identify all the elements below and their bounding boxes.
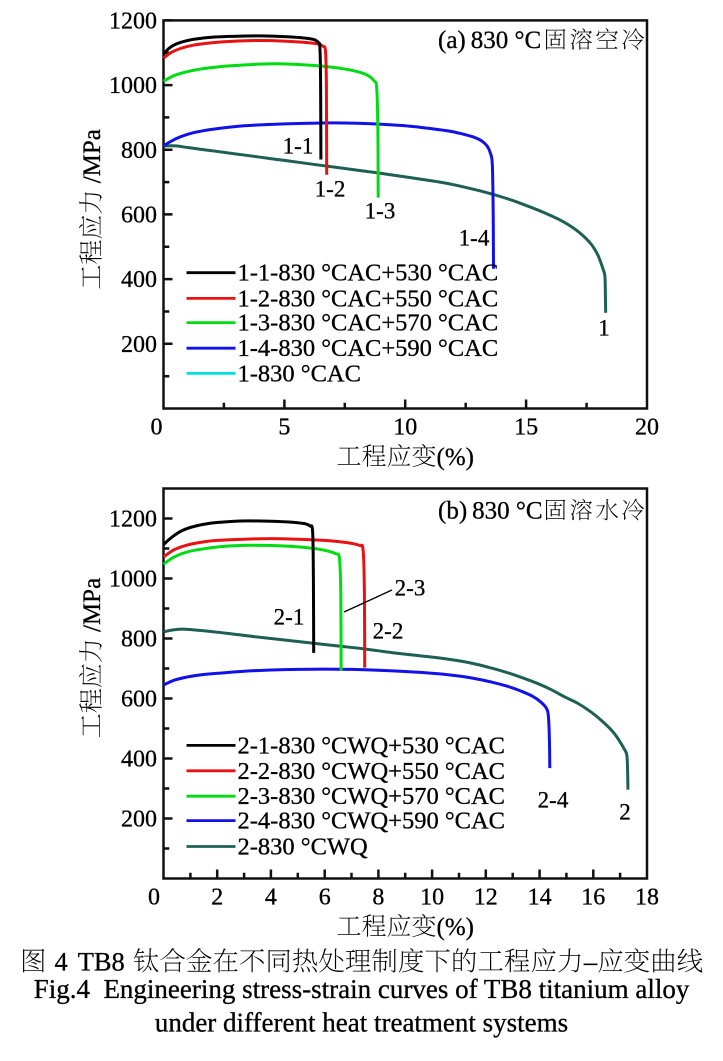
svg-text:1-3: 1-3 — [365, 199, 396, 224]
svg-text:2-3-830 °CWQ+570 °CAC: 2-3-830 °CWQ+570 °CAC — [238, 783, 506, 810]
svg-text:1-4-830 °CAC+590 °CAC: 1-4-830 °CAC+590 °CAC — [238, 335, 499, 362]
svg-text:200: 200 — [121, 332, 157, 358]
svg-text:1-1: 1-1 — [283, 134, 314, 159]
svg-text:1-4: 1-4 — [459, 226, 490, 251]
svg-text:/MPa: /MPa — [79, 129, 106, 183]
svg-text:2-830 °CWQ: 2-830 °CWQ — [238, 834, 369, 861]
svg-text:1-1-830 °CAC+530 °CAC: 1-1-830 °CAC+530 °CAC — [238, 260, 499, 287]
svg-text:600: 600 — [121, 202, 157, 228]
svg-text:1200: 1200 — [109, 8, 157, 34]
svg-text:TB8: TB8 — [78, 947, 125, 977]
svg-text:16: 16 — [581, 885, 605, 911]
svg-text:400: 400 — [121, 267, 157, 293]
svg-text:under different heat treatment: under different heat treatment systems — [155, 1008, 568, 1038]
svg-text:1-3-830 °CAC+570 °CAC: 1-3-830 °CAC+570 °CAC — [238, 310, 499, 337]
svg-text:(%): (%) — [437, 914, 474, 941]
svg-text:2: 2 — [619, 800, 631, 825]
svg-text:2-4: 2-4 — [538, 788, 569, 813]
svg-text:1: 1 — [598, 316, 610, 341]
svg-text:–: – — [583, 947, 598, 977]
svg-text:2: 2 — [211, 885, 223, 911]
svg-text:600: 600 — [121, 687, 157, 713]
svg-text:200: 200 — [121, 807, 157, 833]
svg-text:14: 14 — [528, 885, 552, 911]
svg-text:4: 4 — [265, 885, 277, 911]
svg-text:Fig.4 Engineering stress-stra: Fig.4 Engineering stress-strain curves o… — [34, 974, 690, 1004]
svg-text:20: 20 — [635, 415, 659, 441]
svg-text:0: 0 — [148, 885, 160, 911]
svg-text:10: 10 — [393, 415, 417, 441]
svg-text:2-1-830 °CWQ+530 °CAC: 2-1-830 °CWQ+530 °CAC — [238, 732, 506, 759]
svg-text:6: 6 — [319, 885, 331, 911]
svg-text:2-3: 2-3 — [395, 576, 426, 601]
svg-text:1-2-830 °CAC+550 °CAC: 1-2-830 °CAC+550 °CAC — [238, 285, 499, 312]
svg-text:1200: 1200 — [109, 507, 157, 533]
svg-text:1-830 °CAC: 1-830 °CAC — [238, 360, 361, 387]
svg-text:2-2: 2-2 — [373, 619, 404, 644]
svg-text:1000: 1000 — [109, 73, 157, 99]
svg-text:1000: 1000 — [109, 567, 157, 593]
svg-text:18: 18 — [635, 885, 659, 911]
svg-text:8: 8 — [372, 885, 384, 911]
svg-text:1-2: 1-2 — [315, 177, 346, 202]
svg-text:5: 5 — [278, 415, 290, 441]
svg-text:/MPa: /MPa — [79, 578, 106, 632]
svg-text:400: 400 — [121, 747, 157, 773]
svg-text:4: 4 — [55, 947, 68, 977]
svg-text:2-4-830 °CWQ+590 °CAC: 2-4-830 °CWQ+590 °CAC — [238, 808, 506, 835]
svg-text:12: 12 — [474, 885, 498, 911]
svg-text:15: 15 — [514, 415, 538, 441]
svg-text:800: 800 — [121, 138, 157, 164]
svg-text:2-2-830 °CWQ+550 °CAC: 2-2-830 °CWQ+550 °CAC — [238, 758, 506, 785]
svg-text:2-1: 2-1 — [274, 605, 305, 630]
svg-text:(a) 830 °C: (a) 830 °C — [438, 27, 541, 54]
svg-text:0: 0 — [151, 415, 163, 441]
svg-text:(%): (%) — [437, 444, 474, 471]
svg-text:(b) 830 °C: (b) 830 °C — [438, 498, 543, 525]
svg-text:800: 800 — [121, 627, 157, 653]
svg-text:10: 10 — [420, 885, 444, 911]
